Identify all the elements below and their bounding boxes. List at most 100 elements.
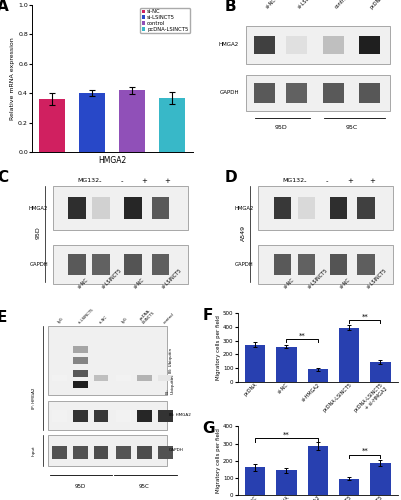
Bar <box>79 93 105 152</box>
Bar <box>158 446 172 458</box>
Text: E: E <box>0 310 7 324</box>
Bar <box>244 467 265 495</box>
Bar <box>254 36 275 54</box>
Bar <box>245 26 389 64</box>
Text: A: A <box>0 0 8 14</box>
Bar <box>307 369 327 382</box>
Bar <box>73 346 87 354</box>
Bar <box>151 197 169 219</box>
Text: HMGA2: HMGA2 <box>218 42 239 48</box>
Bar <box>358 84 379 103</box>
Text: B: B <box>224 0 236 14</box>
Bar <box>369 362 390 382</box>
Bar <box>94 446 108 458</box>
Text: IB: HMGA2: IB: HMGA2 <box>168 413 190 417</box>
Bar <box>73 410 87 422</box>
Bar <box>329 254 346 276</box>
Text: si-NC: si-NC <box>98 314 108 324</box>
Bar <box>68 197 86 219</box>
Text: HMGA2: HMGA2 <box>29 206 48 210</box>
Text: GAPDH: GAPDH <box>234 262 253 267</box>
Text: si-LSINCT5: si-LSINCT5 <box>160 268 182 290</box>
Bar <box>258 245 392 284</box>
Bar <box>73 357 87 364</box>
Text: 95D: 95D <box>36 226 41 239</box>
Bar <box>52 375 67 380</box>
Bar <box>273 197 291 219</box>
Bar <box>73 370 87 377</box>
Bar <box>39 99 65 152</box>
Y-axis label: Relative mRNA expression: Relative mRNA expression <box>10 37 15 120</box>
Text: +: + <box>346 178 352 184</box>
Bar <box>124 197 142 219</box>
Bar <box>116 375 130 380</box>
Text: **: ** <box>298 333 305 339</box>
Bar <box>158 410 172 422</box>
Text: pcDNA-LSINCT5: pcDNA-LSINCT5 <box>368 0 399 10</box>
Text: si-LSINCT5: si-LSINCT5 <box>365 268 387 290</box>
Text: -: - <box>303 178 306 184</box>
Bar <box>338 328 358 382</box>
Bar <box>244 345 265 382</box>
Bar <box>119 90 145 152</box>
Text: IgG: IgG <box>57 316 64 324</box>
Text: si-LSINCT5: si-LSINCT5 <box>101 268 123 290</box>
Text: GAPDH: GAPDH <box>219 90 239 96</box>
Text: A549: A549 <box>241 224 246 241</box>
Text: Input: Input <box>32 445 36 456</box>
Text: control: control <box>162 312 174 324</box>
Bar <box>322 36 343 54</box>
Bar <box>286 36 306 54</box>
Bar <box>297 197 314 219</box>
Text: F: F <box>202 308 212 323</box>
Text: si-NC: si-NC <box>264 0 277 10</box>
Bar <box>275 470 296 495</box>
Bar <box>158 375 172 380</box>
Bar <box>137 375 151 380</box>
Bar <box>116 446 130 458</box>
Bar <box>92 254 110 276</box>
Bar <box>151 254 169 276</box>
Bar <box>92 197 110 219</box>
Bar <box>369 463 390 495</box>
Bar <box>356 197 374 219</box>
Text: G: G <box>202 421 214 436</box>
Y-axis label: Migratory cells per field: Migratory cells per field <box>216 315 221 380</box>
Text: D: D <box>224 170 237 184</box>
Bar <box>48 400 166 430</box>
Bar <box>358 36 379 54</box>
Text: MG132: MG132 <box>282 178 304 183</box>
Y-axis label: Migratory cells per field: Migratory cells per field <box>216 428 221 493</box>
Text: si-NC: si-NC <box>77 278 89 290</box>
Text: si-NC: si-NC <box>282 278 294 290</box>
Bar <box>53 245 187 284</box>
Bar <box>73 380 87 388</box>
Text: -: - <box>325 178 328 184</box>
Text: si-LSINCT5: si-LSINCT5 <box>77 307 95 324</box>
Bar <box>297 254 314 276</box>
Bar <box>338 478 358 495</box>
Text: +: + <box>141 178 147 184</box>
Bar <box>322 84 343 103</box>
Text: 95C: 95C <box>139 484 150 488</box>
Legend: si-NC, si-LSINCT5, control, pcDNA-LSINCT5: si-NC, si-LSINCT5, control, pcDNA-LSINCT… <box>140 8 190 33</box>
Bar <box>307 446 327 495</box>
Bar <box>137 410 151 422</box>
Bar <box>258 186 392 230</box>
Text: GAPDH: GAPDH <box>30 262 48 267</box>
Text: GAPDH: GAPDH <box>168 448 183 452</box>
Bar <box>52 410 67 422</box>
Text: si-NC: si-NC <box>338 278 350 290</box>
Bar <box>329 197 346 219</box>
Bar <box>254 84 275 103</box>
Bar <box>53 186 187 230</box>
Bar <box>94 410 108 422</box>
Text: IB: Ubiquitin: IB: Ubiquitin <box>168 348 172 373</box>
Bar <box>286 84 306 103</box>
Text: 95D: 95D <box>75 484 86 488</box>
Text: IB:
Ubiquitin: IB: Ubiquitin <box>166 374 174 394</box>
Text: IP: HMGA2: IP: HMGA2 <box>32 387 36 408</box>
Bar <box>124 254 142 276</box>
Bar <box>159 98 185 152</box>
Bar <box>356 254 374 276</box>
